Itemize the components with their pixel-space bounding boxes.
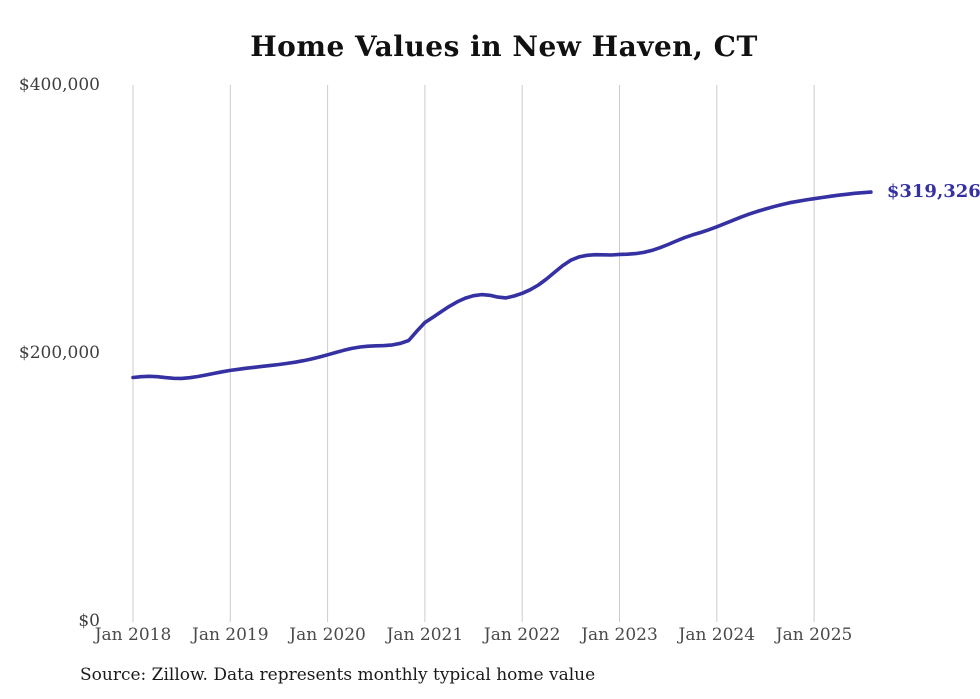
x-tick-label: Jan 2024: [677, 625, 756, 645]
y-tick-label: $0: [78, 611, 100, 631]
x-tick-label: Jan 2025: [774, 625, 853, 645]
chart-title: Home Values in New Haven, CT: [250, 30, 758, 63]
x-tick-label: Jan 2023: [579, 625, 658, 645]
x-tick-label: Jan 2020: [287, 625, 366, 645]
y-tick-label: $200,000: [19, 343, 100, 363]
end-value-label: $319,326: [886, 181, 980, 203]
value-line: [131, 190, 873, 381]
x-tick-label: Jan 2019: [190, 625, 269, 645]
x-tick-label: Jan 2022: [482, 625, 561, 645]
x-tick-label: Jan 2021: [385, 625, 464, 645]
x-tick-label: Jan 2018: [93, 625, 172, 645]
y-tick-label: $400,000: [19, 75, 100, 95]
source-note: Source: Zillow. Data represents monthly …: [80, 665, 596, 685]
